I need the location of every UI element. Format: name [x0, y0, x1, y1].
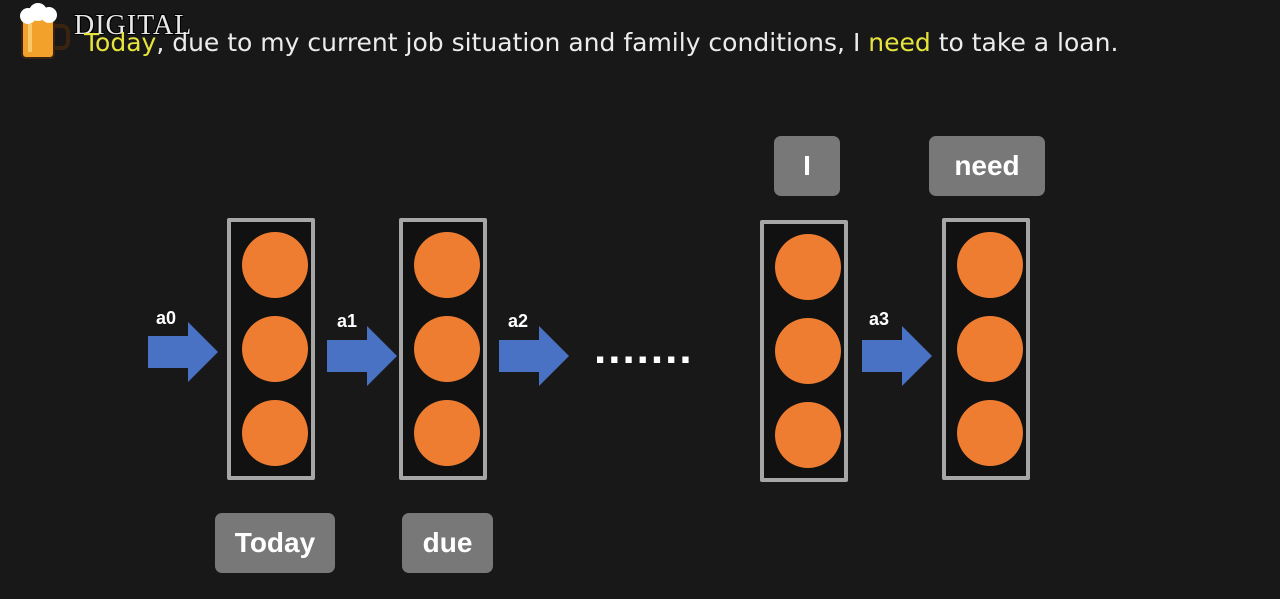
sentence-end: to take a loan.: [930, 28, 1119, 57]
neuron-node: [414, 316, 480, 382]
highlight-word-need: need: [868, 28, 931, 57]
activation-label-a2: a2: [508, 311, 529, 331]
sentence-text: , due to my current job situation and fa…: [156, 28, 869, 57]
arrow-right-icon: [499, 326, 569, 386]
arrow-right-icon: [327, 326, 397, 386]
rnn-cell: [760, 220, 848, 482]
neuron-node: [957, 232, 1023, 298]
beer-mug-icon: [20, 3, 70, 59]
neuron-node: [242, 316, 308, 382]
rnn-cell: [227, 218, 315, 480]
output-tag-need: need: [929, 136, 1045, 196]
neuron-node: [414, 400, 480, 466]
example-sentence: Today, due to my current job situation a…: [84, 28, 1118, 57]
neuron-node: [242, 232, 308, 298]
output-tag-i: I: [774, 136, 840, 196]
arrow-right-icon: [148, 322, 218, 382]
activation-label-a1: a1: [337, 311, 358, 331]
ellipsis-dots: .......: [594, 324, 694, 373]
input-tag-due: due: [402, 513, 493, 573]
neuron-node: [775, 234, 841, 300]
arrow-right-icon: [862, 326, 932, 386]
logo: DIGITAL: [10, 2, 210, 62]
neuron-node: [957, 400, 1023, 466]
activation-label-a0: a0: [156, 308, 177, 328]
highlight-word-today: Today: [84, 28, 157, 57]
neuron-node: [775, 318, 841, 384]
neuron-node: [957, 316, 1023, 382]
neuron-node: [775, 402, 841, 468]
rnn-cell: [399, 218, 487, 480]
activation-label-a3: a3: [869, 309, 890, 329]
neuron-node: [414, 232, 480, 298]
rnn-cell: [942, 218, 1030, 480]
logo-wordmark: DIGITAL: [74, 10, 193, 41]
neuron-node: [242, 400, 308, 466]
input-tag-today: Today: [215, 513, 335, 573]
